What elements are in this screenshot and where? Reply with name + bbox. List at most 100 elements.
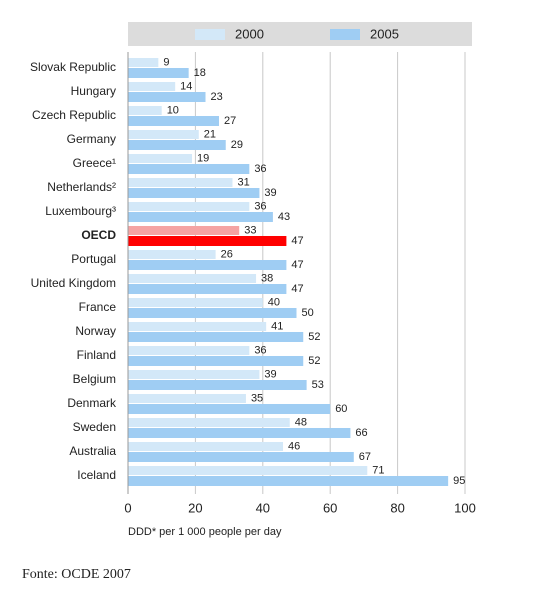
value-label: 36	[254, 163, 266, 175]
bar	[128, 322, 267, 331]
value-label: 52	[308, 331, 320, 343]
value-label: 53	[312, 379, 324, 391]
bar	[128, 178, 233, 187]
y-tick-label: Sweden	[73, 420, 116, 434]
y-tick-label: Belgium	[73, 372, 116, 386]
bar	[128, 82, 176, 91]
bar	[128, 188, 260, 198]
y-tick-label: Denmark	[67, 396, 117, 410]
value-label: 40	[268, 296, 280, 308]
bar	[128, 116, 219, 126]
x-tick-label: 60	[323, 500, 337, 515]
x-tick-label: 20	[188, 500, 202, 515]
y-tick-label: Hungary	[71, 84, 116, 98]
value-label: 52	[308, 355, 320, 367]
bar	[128, 226, 240, 235]
bar	[128, 380, 307, 390]
bar	[128, 356, 304, 366]
y-tick-label: United Kingdom	[31, 276, 116, 290]
y-tick-label: OECD	[81, 228, 116, 242]
value-label: 67	[359, 451, 371, 463]
y-tick-label: Finland	[77, 348, 116, 362]
bar	[128, 250, 216, 259]
value-label: 47	[291, 283, 303, 295]
value-label: 50	[302, 307, 314, 319]
y-tick-label: Iceland	[77, 468, 116, 482]
value-label: 29	[231, 139, 243, 151]
source: Fonte: OCDE 2007	[22, 567, 131, 582]
value-label: 95	[453, 475, 465, 487]
value-label: 48	[295, 416, 307, 428]
y-tick-label: Slovak Republic	[30, 60, 116, 74]
value-label: 27	[224, 115, 236, 127]
bar	[128, 370, 260, 379]
bar	[128, 68, 189, 78]
value-label: 23	[211, 91, 223, 103]
value-label: 66	[355, 427, 367, 439]
y-tick-label: France	[79, 300, 117, 314]
bar	[128, 260, 287, 270]
value-label: 60	[335, 403, 347, 415]
bar	[128, 202, 250, 211]
value-label: 38	[261, 272, 273, 284]
bar	[128, 308, 297, 318]
y-tick-label: Luxembourg³	[45, 204, 116, 218]
y-tick-label: Australia	[69, 444, 116, 458]
value-label: 31	[237, 176, 249, 188]
value-label: 10	[167, 104, 179, 116]
bar	[128, 58, 159, 67]
bar	[128, 274, 257, 283]
value-label: 14	[180, 80, 192, 92]
y-tick-label: Netherlands²	[47, 180, 116, 194]
value-label: 47	[291, 259, 303, 271]
bar	[128, 236, 287, 246]
bar	[128, 140, 226, 150]
y-tick-label: Czech Republic	[32, 108, 116, 122]
value-label: 9	[163, 56, 169, 68]
value-label: 46	[288, 440, 300, 452]
value-label: 21	[204, 128, 216, 140]
value-label: 41	[271, 320, 283, 332]
legend-swatch	[195, 29, 225, 40]
bar	[128, 442, 284, 451]
bar	[128, 332, 304, 342]
value-label: 36	[254, 344, 266, 356]
value-label: 18	[194, 67, 206, 79]
x-axis-label: DDD* per 1 000 people per day	[128, 526, 282, 538]
value-label: 35	[251, 392, 263, 404]
legend-box	[128, 22, 472, 46]
bar	[128, 106, 162, 115]
y-tick-label: Germany	[67, 132, 116, 146]
value-label: 47	[291, 235, 303, 247]
bar	[128, 298, 263, 307]
bar	[128, 428, 351, 438]
y-tick-label: Norway	[75, 324, 116, 338]
legend-swatch	[330, 29, 360, 40]
bar	[128, 466, 368, 475]
x-tick-label: 100	[454, 500, 476, 515]
bar	[128, 284, 287, 294]
value-label: 33	[244, 224, 256, 236]
bar	[128, 130, 199, 139]
value-label: 43	[278, 211, 290, 223]
bar	[128, 164, 250, 174]
bar	[128, 346, 250, 355]
bar	[128, 92, 206, 102]
bar	[128, 394, 246, 403]
value-label: 39	[264, 368, 276, 380]
x-tick-label: 80	[390, 500, 404, 515]
x-tick-label: 40	[256, 500, 270, 515]
legend-label: 2000	[235, 26, 264, 41]
bar	[128, 154, 193, 163]
bar	[128, 212, 273, 222]
bar	[128, 452, 354, 462]
value-label: 19	[197, 152, 209, 164]
bar	[128, 418, 290, 427]
y-tick-label: Portugal	[71, 252, 116, 266]
bar	[128, 476, 449, 486]
y-tick-label: Greece¹	[73, 156, 116, 170]
value-label: 71	[372, 464, 384, 476]
x-tick-label: 0	[124, 500, 131, 515]
